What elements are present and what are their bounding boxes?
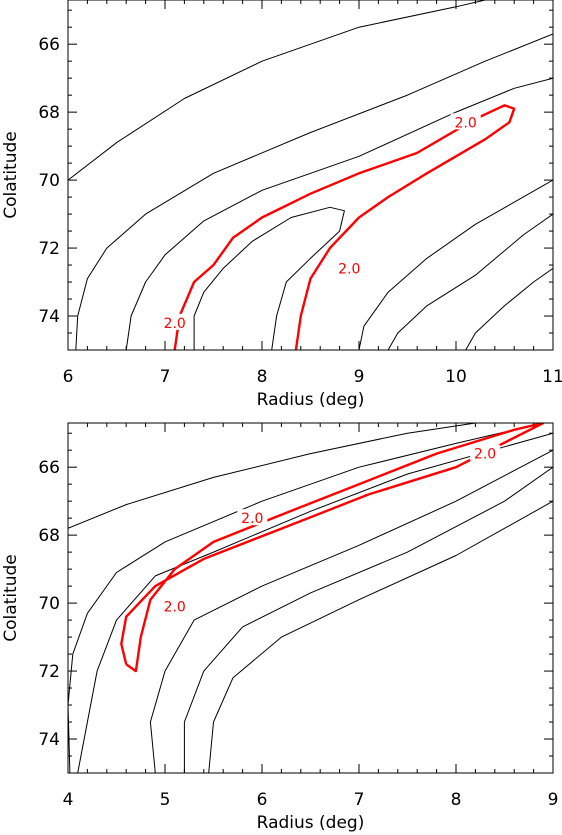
plot-frame (67, 422, 554, 774)
x-tick-label: 6 (63, 367, 74, 387)
contour-line (183, 466, 553, 773)
y-axis-label: Colatitude (1, 554, 21, 642)
contour-label: 2.0 (474, 447, 496, 463)
x-tick-label: 7 (160, 367, 171, 387)
x-tick-label: 8 (257, 367, 268, 387)
top-panel: 2.0 2.0 2.0 6 7 8 9 10 11 66 68 70 72 74 Radius (deg) C… (1, 0, 562, 410)
contour-label-gap (450, 113, 481, 130)
y-tick-label: 70 (38, 594, 60, 614)
tick-marks (67, 0, 554, 351)
contour-label: 2.0 (455, 115, 477, 131)
contour-line (208, 500, 553, 773)
x-tick-label: 9 (548, 790, 559, 810)
contour-label: 2.0 (164, 599, 186, 615)
y-tick-label: 70 (38, 171, 60, 191)
contour-label-gap (334, 259, 365, 276)
x-tick-label: 7 (354, 790, 365, 810)
y-tick-label: 72 (38, 239, 60, 259)
x-axis-label: Radius (deg) (257, 813, 365, 833)
contour-line (149, 449, 553, 773)
contour-level-2-0 (173, 104, 516, 350)
y-tick-label: 74 (38, 307, 60, 327)
contour-level-2-0 (120, 423, 545, 673)
x-tick-label: 9 (354, 367, 365, 387)
y-tick-label: 68 (38, 526, 60, 546)
x-tick-label: 5 (160, 790, 171, 810)
x-tick-label: 8 (451, 790, 462, 810)
contour-label: 2.0 (338, 261, 360, 277)
x-tick-label: 4 (63, 790, 74, 810)
contour-line (465, 267, 553, 350)
y-tick-label: 66 (38, 458, 60, 478)
y-tick-label: 74 (38, 730, 60, 750)
contour-label-gap (237, 509, 268, 526)
contour-label-gap (470, 444, 501, 461)
x-tick-label: 10 (445, 367, 467, 387)
contour-label: 2.0 (164, 316, 186, 332)
contour-label: 2.0 (241, 511, 263, 527)
y-tick-label: 68 (38, 103, 60, 123)
contour-line (387, 213, 553, 350)
contour-line (68, 423, 476, 529)
y-axis-label: Colatitude (1, 131, 21, 219)
contour-line (125, 77, 553, 350)
contour-line (193, 206, 345, 350)
bottom-panel: 2.0 2.0 2.0 4 5 6 7 8 9 66 68 70 72 74 Radius (deg) Col… (1, 422, 559, 833)
contour-line (358, 179, 553, 350)
contour-line (68, 423, 544, 773)
contour-label-gap (159, 597, 190, 614)
x-tick-label: 11 (542, 367, 562, 387)
plot-frame (67, 0, 554, 351)
x-tick-label: 6 (257, 790, 268, 810)
contour-line (77, 432, 553, 773)
contour-line (68, 0, 486, 181)
contour-line (75, 33, 553, 350)
y-tick-label: 66 (38, 35, 60, 55)
contour-lines: 2.0 2.0 2.0 (68, 0, 553, 350)
contour-label-gap (159, 313, 190, 330)
contour-lines: 2.0 2.0 2.0 (68, 423, 553, 773)
tick-marks (67, 423, 554, 774)
y-tick-label: 72 (38, 662, 60, 682)
x-axis-label: Radius (deg) (257, 390, 365, 410)
